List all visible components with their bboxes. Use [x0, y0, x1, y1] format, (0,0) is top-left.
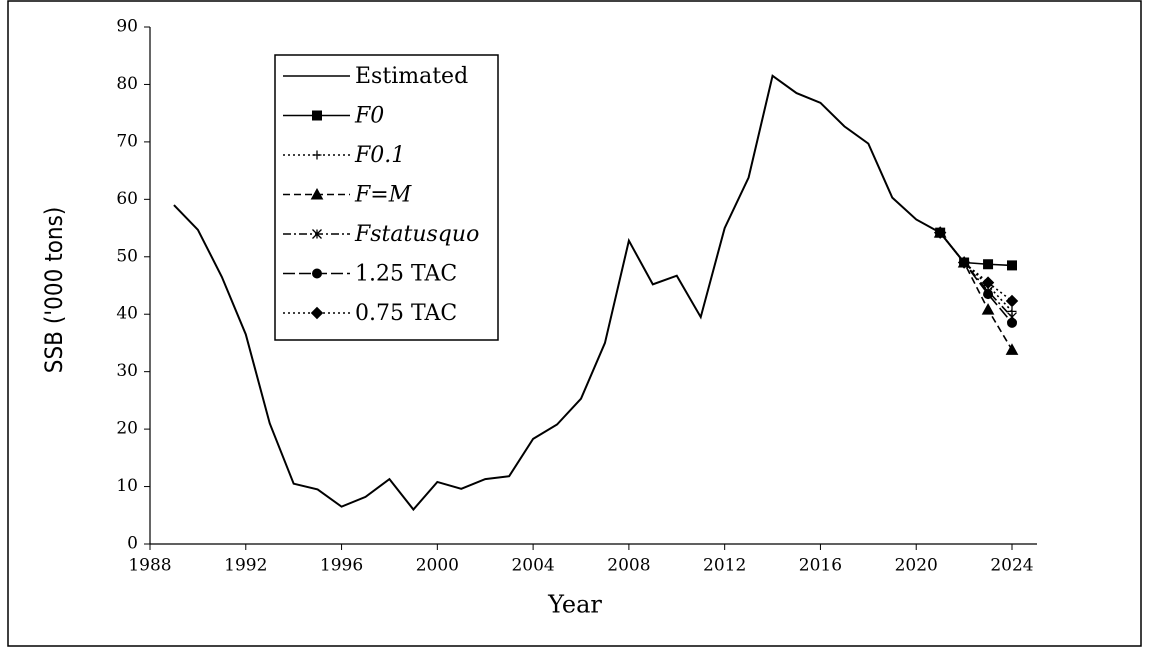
x-axis-label: Year — [547, 591, 602, 619]
frame — [7, 0, 1142, 647]
marker — [312, 268, 322, 279]
y-tick-label: 10 — [116, 476, 138, 496]
marker — [312, 110, 322, 121]
marker — [310, 306, 324, 320]
series-line — [939, 232, 1013, 351]
marker — [981, 303, 995, 315]
x-tick-label: 1992 — [224, 556, 267, 576]
y-tick-label: 60 — [116, 189, 138, 209]
y-tick-label: 20 — [116, 419, 138, 439]
x-tick-label: 1988 — [128, 556, 171, 576]
legend-label: Estimated — [355, 64, 468, 89]
marker — [983, 289, 994, 300]
y-tick-label: 0 — [127, 534, 138, 554]
series-line — [939, 232, 1013, 312]
marker — [983, 259, 994, 270]
y-tick-label: 30 — [116, 361, 138, 381]
marker — [312, 229, 322, 239]
x-tick-label: 2008 — [607, 556, 650, 576]
x-tick-label: 2012 — [703, 556, 746, 576]
x-tick-label: 1996 — [320, 556, 363, 576]
marker — [1007, 260, 1017, 271]
y-tick-label: 70 — [116, 131, 138, 151]
legend-label: F0 — [354, 104, 384, 129]
legend-label: F0.1 — [354, 143, 405, 168]
x-tick-label: 2000 — [416, 556, 459, 576]
x-tick-label: 2016 — [799, 556, 842, 576]
y-tick-label: 50 — [116, 246, 138, 266]
marker — [312, 150, 322, 160]
x-tick-label: 2020 — [895, 556, 938, 576]
x-tick-label: 2004 — [511, 556, 554, 576]
marker — [957, 256, 971, 269]
series-line — [173, 74, 965, 512]
y-tick-label: 80 — [116, 74, 138, 94]
marker — [1007, 317, 1017, 328]
legend-label: F=M — [354, 183, 412, 208]
x-tick-label: 2024 — [990, 556, 1033, 576]
y-axis-label: SSB ('000 tons) — [40, 207, 68, 374]
legend-label: 0.75 TAC — [355, 301, 457, 326]
marker — [933, 226, 947, 239]
marker — [310, 187, 324, 200]
marker — [1005, 343, 1019, 355]
legend-label: Fstatusquo — [354, 222, 479, 247]
marker — [981, 276, 995, 289]
series-line — [939, 232, 1013, 302]
series-line — [939, 232, 1013, 267]
y-tick-label: 90 — [116, 17, 138, 37]
legend-label: 1.25 TAC — [355, 262, 457, 287]
series-line — [939, 232, 1013, 324]
y-tick-label: 40 — [116, 304, 138, 324]
marker — [1005, 294, 1019, 308]
